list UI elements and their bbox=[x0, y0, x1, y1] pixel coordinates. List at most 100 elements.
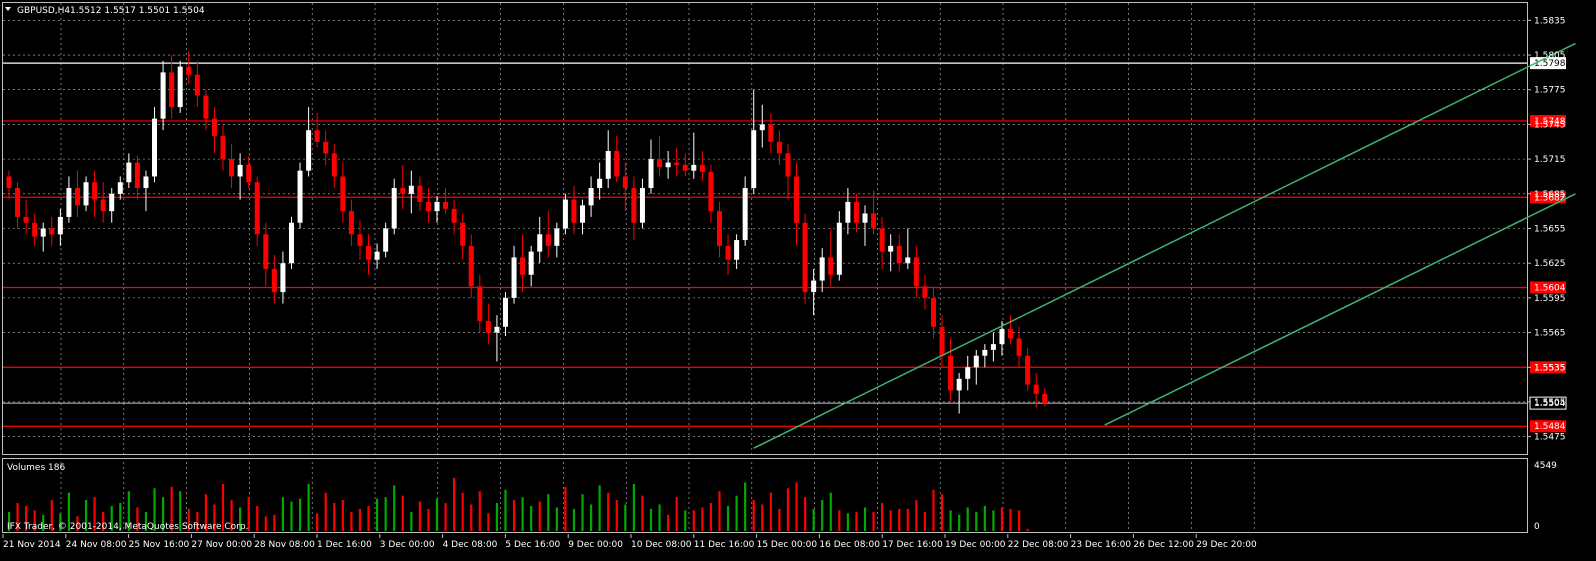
time-label: 16 Dec 08:00 bbox=[819, 540, 880, 550]
price-tick-label: 1.5565 bbox=[1534, 329, 1566, 339]
candle-body bbox=[879, 228, 885, 252]
candle-body bbox=[554, 228, 560, 246]
time-label: 1 Dec 16:00 bbox=[317, 540, 372, 550]
candle-body bbox=[939, 326, 945, 356]
trend-channel[interactable] bbox=[753, 42, 1576, 449]
candle-body bbox=[725, 245, 731, 260]
candle-body bbox=[271, 268, 277, 293]
candle-body bbox=[306, 130, 312, 171]
candle-body bbox=[331, 153, 337, 177]
candle-body bbox=[246, 164, 252, 183]
candle-body bbox=[425, 201, 431, 212]
candle-body bbox=[263, 234, 269, 269]
candle-body bbox=[237, 164, 243, 177]
candle-body bbox=[383, 228, 389, 252]
candle-body bbox=[143, 176, 149, 189]
candle-body bbox=[588, 188, 594, 206]
price-tick-label: 1.5805 bbox=[1534, 51, 1566, 61]
candle-body bbox=[6, 176, 12, 189]
time-label: 15 Dec 00:00 bbox=[757, 540, 818, 550]
time-label: 23 Dec 16:00 bbox=[1071, 540, 1132, 550]
candle-body bbox=[871, 213, 877, 229]
time-label: 22 Dec 08:00 bbox=[1008, 540, 1069, 550]
candle-body bbox=[853, 201, 859, 223]
candle-body bbox=[100, 199, 106, 212]
candle-body bbox=[134, 162, 140, 189]
candle-body bbox=[1042, 393, 1048, 404]
level-price-tag-text: 1.5535 bbox=[1534, 363, 1566, 373]
candle-body bbox=[211, 118, 217, 136]
candle-body bbox=[451, 208, 457, 223]
candle-body bbox=[391, 188, 397, 229]
candle-body bbox=[417, 185, 423, 202]
time-label: 5 Dec 16:00 bbox=[505, 540, 560, 550]
copyright-watermark: IFX Trader, © 2001-2014, MetaQuotes Soft… bbox=[7, 522, 248, 532]
candle-body bbox=[597, 178, 603, 189]
candle-body bbox=[691, 164, 697, 171]
candle-body bbox=[374, 251, 380, 260]
time-label: 19 Dec 00:00 bbox=[945, 540, 1006, 550]
candle-body bbox=[15, 188, 21, 217]
time-label: 28 Nov 08:00 bbox=[254, 540, 315, 550]
candle-body bbox=[49, 228, 55, 235]
time-label: 9 Dec 00:00 bbox=[568, 540, 623, 550]
candle-body bbox=[665, 162, 671, 168]
price-tick-label: 1.5505 bbox=[1534, 398, 1566, 408]
candle-body bbox=[657, 159, 663, 168]
candle-body bbox=[186, 66, 192, 75]
price-tick-label: 1.5595 bbox=[1534, 294, 1566, 304]
candle-body bbox=[1016, 338, 1022, 356]
candle-body bbox=[973, 355, 979, 368]
price-tick-label: 1.5685 bbox=[1534, 190, 1566, 200]
candle-body bbox=[288, 222, 294, 264]
candle-body bbox=[502, 297, 508, 327]
candle-body bbox=[314, 130, 320, 142]
candle-body bbox=[66, 188, 72, 217]
time-label: 3 Dec 00:00 bbox=[380, 540, 435, 550]
trend-line[interactable] bbox=[1104, 193, 1576, 426]
candle-body bbox=[888, 245, 894, 252]
candle-body bbox=[948, 355, 954, 391]
current-price-tag-text: 1.5504 bbox=[1534, 399, 1566, 409]
candle-body bbox=[639, 188, 645, 223]
candle-body bbox=[699, 164, 705, 172]
price-tick-label: 1.5775 bbox=[1534, 86, 1566, 96]
candle-body bbox=[152, 118, 158, 177]
collapse-triangle-icon[interactable] bbox=[5, 7, 11, 11]
level-price-tag-text: 1.5748 bbox=[1534, 117, 1566, 127]
candle-body bbox=[408, 185, 414, 194]
candles bbox=[6, 51, 1048, 414]
candle-body bbox=[708, 171, 714, 212]
trend-line[interactable] bbox=[753, 42, 1576, 449]
candle-body bbox=[999, 329, 1005, 345]
time-label: 4 Dec 08:00 bbox=[443, 540, 498, 550]
candle-body bbox=[734, 240, 740, 260]
candle-body bbox=[537, 234, 543, 252]
candle-body bbox=[109, 193, 115, 212]
candle-body bbox=[768, 124, 774, 142]
price-axis: 1.58351.58051.57751.57451.57151.56851.56… bbox=[1527, 16, 1566, 443]
price-tick-label: 1.5475 bbox=[1534, 433, 1566, 443]
candle-body bbox=[485, 321, 491, 333]
candle-body bbox=[117, 182, 123, 194]
price-tick-label: 1.5715 bbox=[1534, 155, 1566, 165]
candle-body bbox=[520, 257, 526, 275]
time-label: 21 Nov 2014 bbox=[3, 540, 61, 550]
candle-body bbox=[674, 162, 680, 165]
candle-body bbox=[836, 222, 842, 275]
horizontal-levels[interactable]: 1.5798 1.5748 1.5682 1.5604 1.5535 1.5484 1.55… bbox=[3, 57, 1567, 433]
ohlc-label: 1.5512 1.5517 1.5501 1.5504 bbox=[70, 6, 205, 16]
candle-body bbox=[930, 297, 936, 327]
candle-body bbox=[194, 74, 200, 96]
candle-body bbox=[400, 188, 406, 194]
candle-body bbox=[811, 280, 817, 293]
level-price-tag bbox=[1530, 57, 1566, 70]
level-price-tag-text: 1.5798 bbox=[1534, 59, 1566, 69]
candle-body bbox=[580, 205, 586, 223]
candle-body bbox=[631, 188, 637, 223]
price-tick-label: 1.5745 bbox=[1534, 120, 1566, 130]
candle-body bbox=[614, 151, 620, 177]
